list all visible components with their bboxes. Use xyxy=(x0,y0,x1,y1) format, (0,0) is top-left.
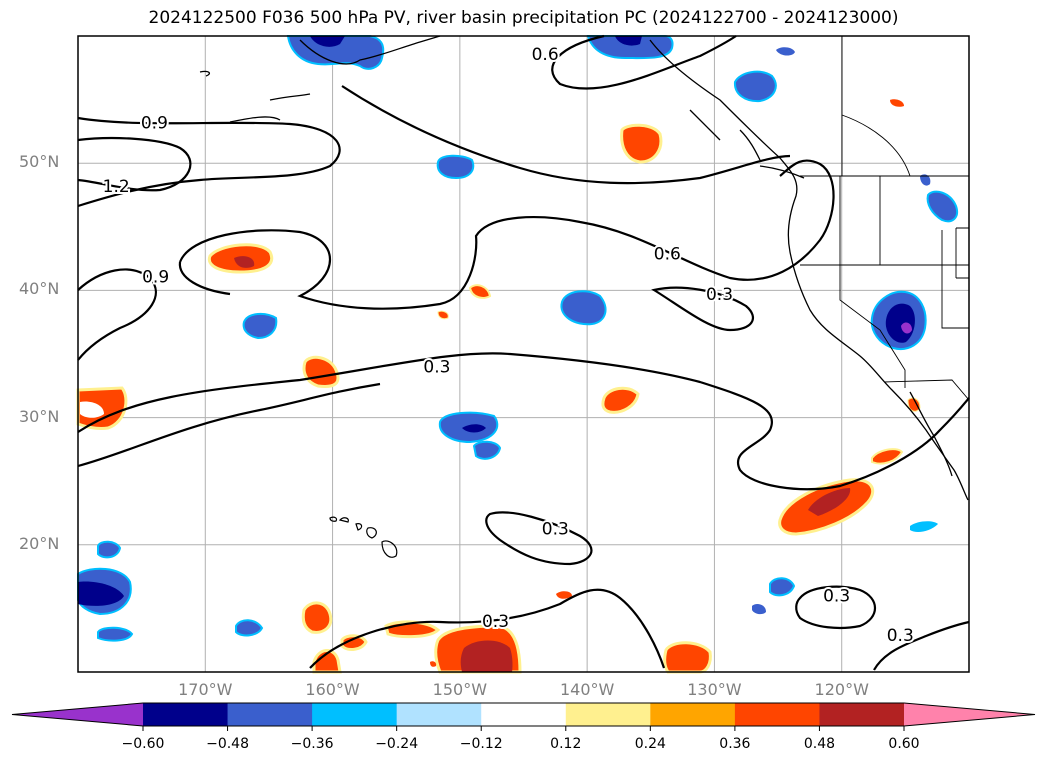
colorbar-extend-min xyxy=(12,703,143,726)
precip-blob xyxy=(460,640,513,672)
precip-blob xyxy=(97,540,122,559)
colorbar-tick-label: 0.36 xyxy=(719,736,751,752)
colorbar-segment xyxy=(143,703,229,726)
precip-blob xyxy=(871,448,904,465)
precip-blob xyxy=(234,256,255,268)
precip-blob xyxy=(235,619,264,637)
political-borders xyxy=(800,36,970,401)
precip-blob xyxy=(733,70,777,103)
precip-blob xyxy=(907,397,921,412)
precip-blob xyxy=(310,36,345,47)
precip-blob xyxy=(302,355,340,388)
precip-blob xyxy=(776,47,795,56)
precip-blob xyxy=(430,661,437,667)
colorbar-extend-max xyxy=(904,703,1035,726)
map-frame xyxy=(77,35,970,673)
contour-label: 0.9 xyxy=(142,267,169,287)
latitude-label: 30°N xyxy=(19,406,60,426)
colorbar-segment xyxy=(819,703,905,726)
precip-blob xyxy=(556,591,572,599)
precip-blob xyxy=(436,154,475,180)
colorbar-tick-label: −0.60 xyxy=(121,736,165,752)
contour-label: 0.3 xyxy=(706,285,733,305)
longitude-label: 120°W xyxy=(814,680,869,699)
precip-blob xyxy=(752,604,766,615)
latitude-label: 40°N xyxy=(19,279,60,299)
contour-label: 0.3 xyxy=(482,612,509,632)
hawaii-islands xyxy=(329,516,398,558)
precip-blob xyxy=(808,488,851,516)
colorbar-tick-label: 0.48 xyxy=(803,736,836,752)
colorbar-segment xyxy=(734,703,820,726)
colorbar-segment xyxy=(481,703,567,726)
precip-blob xyxy=(242,312,278,340)
contour-label: 0.6 xyxy=(532,45,559,65)
precip-blob xyxy=(560,290,607,326)
contour-label: 0.3 xyxy=(423,358,450,378)
colorbar xyxy=(11,702,1036,731)
longitude-label: 140°W xyxy=(559,680,615,699)
precip-blob xyxy=(301,601,333,634)
colorbar-segment xyxy=(396,703,482,726)
longitude-label: 130°W xyxy=(687,680,742,699)
colorbar-tick-label: 0.60 xyxy=(888,736,920,752)
contour-label: 0.3 xyxy=(823,587,850,607)
longitude-label: 170°W xyxy=(178,680,233,699)
precip-blob xyxy=(601,386,640,414)
contour-label: 0.3 xyxy=(542,519,569,539)
longitude-label: 160°W xyxy=(305,680,360,699)
colorbar-tick-label: −0.48 xyxy=(206,736,249,752)
precip-blob xyxy=(663,641,712,674)
precip-blob xyxy=(769,577,796,597)
precip-blob xyxy=(78,581,124,606)
colorbar-tick-label: −0.36 xyxy=(290,736,334,752)
colorbar-tick-label: 0.24 xyxy=(634,736,666,752)
precipitation-shading xyxy=(76,35,958,674)
precip-blob xyxy=(910,521,938,532)
contour-label: 0.9 xyxy=(141,113,168,133)
precip-blob xyxy=(615,36,642,46)
latitude-label: 20°N xyxy=(19,533,60,553)
contour-label: 0.6 xyxy=(654,245,681,265)
longitude-label: 150°W xyxy=(432,680,488,699)
colorbar-segment xyxy=(650,703,736,726)
precip-blob xyxy=(472,440,502,460)
precip-blob xyxy=(97,626,134,642)
colorbar-segment xyxy=(312,703,398,726)
colorbar-tick-label: −0.24 xyxy=(375,736,419,752)
precip-blob xyxy=(462,424,486,433)
colorbar-tick-label: −0.12 xyxy=(459,736,503,752)
pv-contours xyxy=(77,34,970,671)
map-background xyxy=(78,36,969,672)
precip-blob xyxy=(80,401,104,418)
contour-label: 1.2 xyxy=(103,177,130,197)
precip-blob xyxy=(901,322,912,334)
contour-label-group: 0.6 0.9 1.2 0.9 0.6 0.3 0.3 0.3 0.3 0.3 0.3 xyxy=(101,43,916,648)
map-title: 2024122500 F036 500 hPa PV, river basin … xyxy=(148,8,899,28)
precip-blob xyxy=(920,174,931,186)
precip-blob xyxy=(437,310,449,320)
latitude-label: 50°N xyxy=(19,152,60,172)
precip-blob xyxy=(620,123,663,164)
precip-blob xyxy=(340,634,368,651)
precip-blob xyxy=(890,99,904,107)
contour-label: 0.3 xyxy=(887,626,914,646)
precip-blob xyxy=(468,284,492,299)
colorbar-segment xyxy=(227,703,313,726)
colorbar-tick-label: 0.12 xyxy=(550,736,582,752)
colorbar-segment xyxy=(565,703,651,726)
precip-blob xyxy=(926,190,958,223)
